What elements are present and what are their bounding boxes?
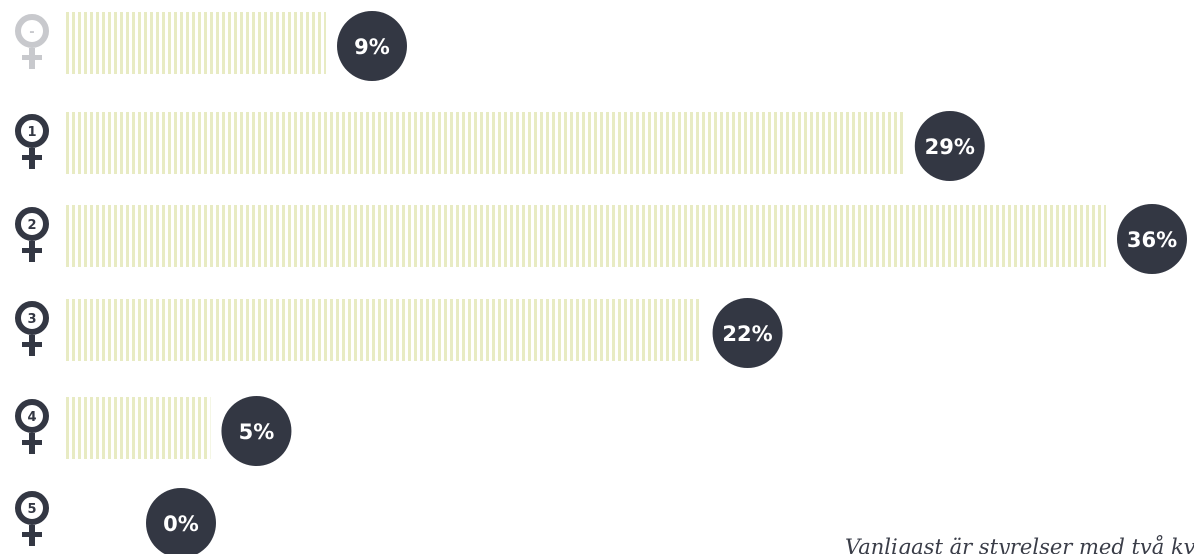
data-label: 22% [722,322,772,346]
data-label: 29% [925,135,975,159]
chart-caption: Vanligast är styrelser med två kvinnor [845,535,1194,554]
female-symbol-icon: 1 [15,114,49,169]
category-label: - [29,25,34,40]
data-label: 5% [239,420,275,444]
value-badge [1117,204,1187,274]
value-badge [221,396,292,466]
value-badge [712,298,783,368]
female-symbol-icon: 3 [15,301,49,356]
bar [66,205,1106,267]
value-badge [337,11,407,81]
bar [66,299,702,361]
category-label: 2 [27,218,36,233]
category-label: 1 [27,125,36,140]
data-label: 36% [1127,228,1177,252]
bar [66,397,211,459]
bar [66,12,326,74]
bar [66,112,904,174]
value-badge [914,111,985,181]
female-symbol-icon: 4 [15,399,49,454]
female-symbol-icon: - [15,14,49,69]
value-badge [146,488,216,554]
category-label: 5 [27,502,36,517]
female-symbol-icon: 5 [15,491,49,546]
female-symbol-icon: 2 [15,207,49,262]
data-label: 9% [354,35,390,59]
category-label: 3 [27,312,36,327]
data-label: 0% [163,512,199,536]
category-label: 4 [27,410,36,425]
